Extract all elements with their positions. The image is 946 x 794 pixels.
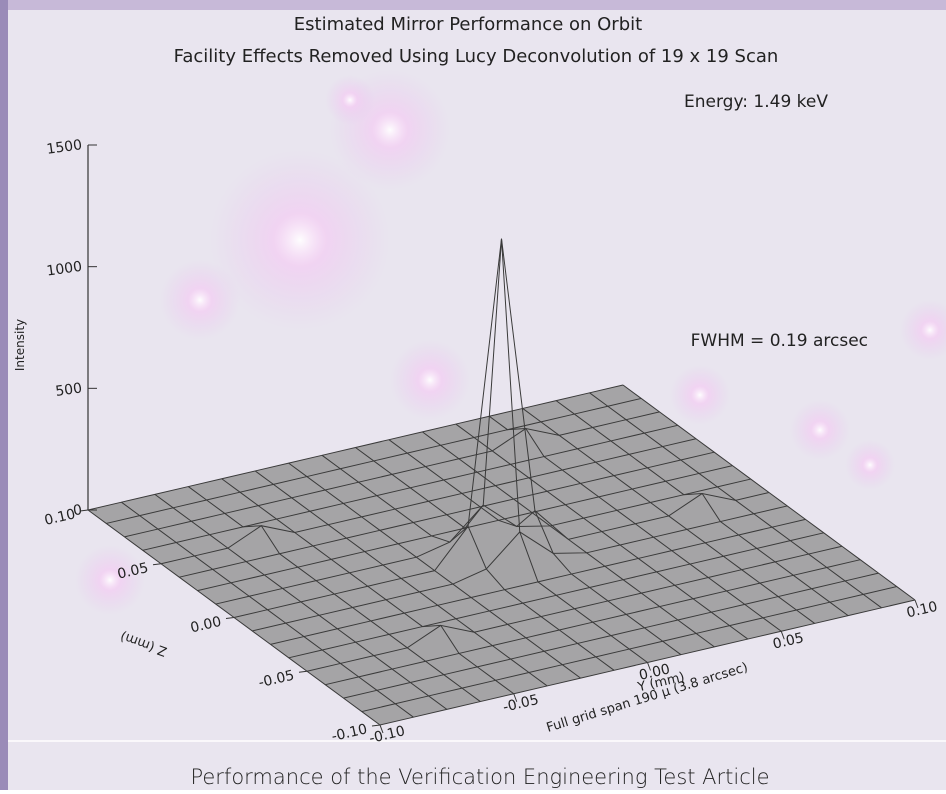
- chart-subtitle: Facility Effects Removed Using Lucy Deco…: [174, 46, 779, 67]
- caption: Performance of the Verification Engineer…: [190, 765, 769, 789]
- page: Estimated Mirror Performance on Orbit Fa…: [0, 0, 946, 790]
- chart-title: Estimated Mirror Performance on Orbit: [294, 14, 642, 35]
- top-strip: [8, 0, 946, 10]
- z-axis-label: Intensity: [13, 319, 27, 371]
- chart: Estimated Mirror Performance on Orbit Fa…: [0, 0, 946, 790]
- annotation: FWHM = 0.19 arcsec: [691, 331, 868, 351]
- annotation: Energy: 1.49 keV: [684, 92, 828, 112]
- left-strip: [0, 0, 8, 790]
